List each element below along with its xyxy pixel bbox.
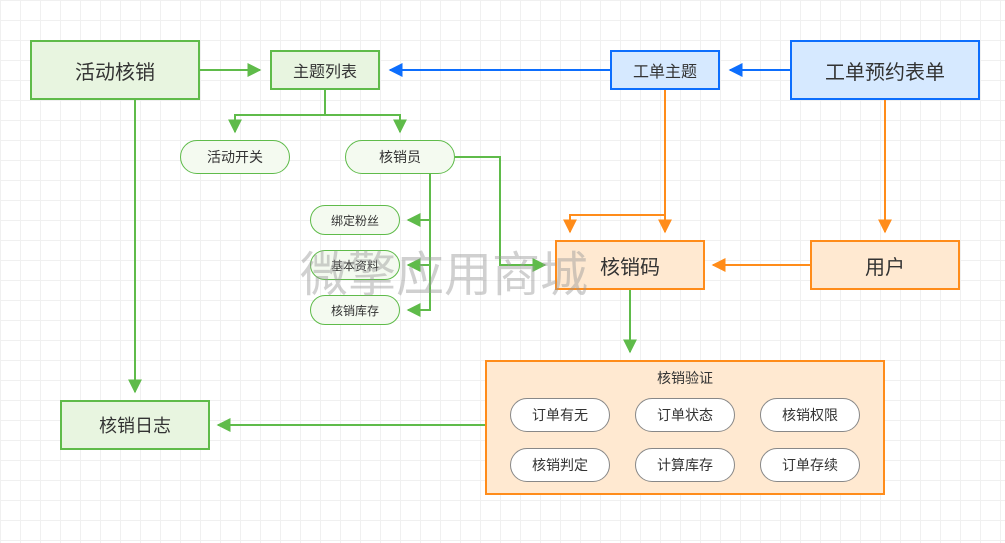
node-pill_verify_judge: 核销判定	[510, 448, 610, 482]
edge-e4	[235, 90, 325, 132]
node-order_form: 工单预约表单	[790, 40, 980, 100]
node-pill_order_status: 订单状态	[635, 398, 735, 432]
node-pill_order_exist: 订单有无	[510, 398, 610, 432]
node-verify_log: 核销日志	[60, 400, 210, 450]
node-activity_switch: 活动开关	[180, 140, 290, 174]
node-activity_verify: 活动核销	[30, 40, 200, 100]
node-user: 用户	[810, 240, 960, 290]
edge-e5	[408, 174, 430, 310]
node-pill_calc_stock: 计算库存	[635, 448, 735, 482]
node-verify_code: 核销码	[555, 240, 705, 290]
node-pill_order_renew: 订单存续	[760, 448, 860, 482]
node-pill_verify_perm: 核销权限	[760, 398, 860, 432]
flowchart-canvas: 活动核销 主题列表 工单主题 工单预约表单活动开关 核销员绑定粉丝基本资料核销库存 核销码…	[0, 0, 1005, 543]
node-verifier: 核销员	[345, 140, 455, 174]
edge-e4b	[325, 115, 400, 132]
node-topic_list: 主题列表	[270, 50, 380, 90]
node-bind_fans: 绑定粉丝	[310, 205, 400, 235]
node-verify_check_title: 核销验证	[485, 368, 885, 388]
node-verify_stock: 核销库存	[310, 295, 400, 325]
edge-e6	[455, 157, 545, 265]
node-basic_info: 基本资料	[310, 250, 400, 280]
node-order_topic: 工单主题	[610, 50, 720, 90]
edge-e7b	[570, 215, 665, 232]
